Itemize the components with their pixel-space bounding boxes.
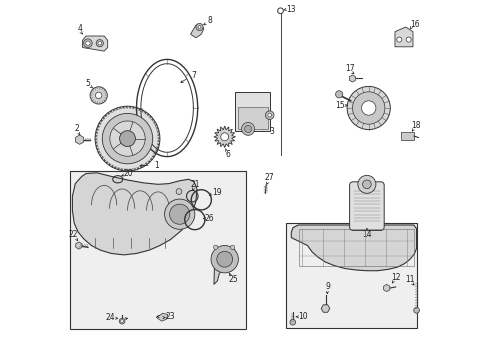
- Circle shape: [119, 318, 125, 324]
- Bar: [400, 132, 413, 140]
- Circle shape: [220, 133, 228, 141]
- Bar: [238, 107, 267, 129]
- Text: 23: 23: [165, 312, 175, 321]
- Text: 5: 5: [85, 79, 90, 88]
- Circle shape: [230, 245, 234, 249]
- Circle shape: [120, 131, 135, 147]
- Circle shape: [110, 121, 145, 156]
- Circle shape: [346, 86, 389, 130]
- Text: 11: 11: [405, 275, 414, 284]
- Circle shape: [265, 111, 273, 120]
- Polygon shape: [82, 36, 107, 51]
- Polygon shape: [394, 27, 412, 47]
- Circle shape: [357, 175, 375, 193]
- Text: 19: 19: [212, 188, 222, 197]
- Bar: [70, 171, 246, 329]
- Polygon shape: [72, 173, 197, 255]
- Polygon shape: [321, 305, 329, 312]
- Circle shape: [176, 189, 182, 194]
- Bar: [235, 92, 269, 131]
- Text: 15: 15: [334, 100, 344, 109]
- Text: 3: 3: [269, 127, 274, 136]
- Circle shape: [352, 92, 384, 124]
- Text: 20: 20: [123, 169, 133, 178]
- Circle shape: [169, 204, 189, 224]
- Text: 24: 24: [105, 313, 115, 323]
- Text: 13: 13: [286, 4, 296, 13]
- Text: 21: 21: [190, 180, 199, 189]
- Text: 25: 25: [228, 275, 238, 284]
- Polygon shape: [156, 313, 167, 321]
- Text: 26: 26: [204, 214, 214, 223]
- Polygon shape: [383, 284, 389, 292]
- Text: 18: 18: [410, 122, 419, 130]
- Text: 2: 2: [74, 124, 79, 133]
- Polygon shape: [76, 242, 82, 249]
- Bar: [298, 229, 413, 266]
- Circle shape: [335, 91, 342, 98]
- Text: 10: 10: [297, 312, 307, 321]
- Circle shape: [121, 320, 123, 323]
- Circle shape: [406, 37, 410, 42]
- Circle shape: [396, 37, 401, 42]
- Text: 17: 17: [344, 64, 354, 73]
- Text: 22: 22: [69, 230, 78, 239]
- Text: 9: 9: [325, 282, 330, 291]
- Circle shape: [198, 26, 201, 28]
- Polygon shape: [213, 126, 235, 148]
- Bar: [285, 223, 416, 328]
- Text: 7: 7: [190, 71, 195, 80]
- Circle shape: [96, 40, 103, 47]
- Polygon shape: [291, 225, 416, 271]
- Circle shape: [95, 92, 102, 99]
- Polygon shape: [348, 75, 355, 82]
- FancyBboxPatch shape: [349, 182, 384, 230]
- Circle shape: [216, 251, 232, 267]
- Text: 27: 27: [264, 174, 274, 182]
- Circle shape: [83, 39, 92, 48]
- Text: 6: 6: [225, 150, 230, 158]
- Circle shape: [102, 113, 152, 164]
- Circle shape: [241, 122, 254, 135]
- Circle shape: [85, 41, 90, 45]
- Circle shape: [95, 106, 160, 171]
- Polygon shape: [213, 248, 236, 284]
- Circle shape: [413, 307, 419, 313]
- Circle shape: [267, 113, 271, 117]
- Circle shape: [90, 87, 107, 104]
- Polygon shape: [76, 135, 83, 144]
- Circle shape: [164, 199, 194, 229]
- Circle shape: [361, 101, 375, 115]
- Circle shape: [213, 245, 218, 249]
- Text: 8: 8: [207, 16, 212, 25]
- Text: 16: 16: [409, 20, 419, 29]
- Polygon shape: [190, 24, 203, 38]
- Circle shape: [196, 23, 203, 31]
- Circle shape: [98, 41, 102, 45]
- Text: 4: 4: [77, 23, 82, 32]
- Circle shape: [362, 180, 370, 189]
- Circle shape: [289, 319, 295, 325]
- Text: 12: 12: [390, 274, 400, 282]
- Circle shape: [211, 246, 238, 273]
- Circle shape: [244, 125, 251, 132]
- Text: 1: 1: [154, 161, 158, 170]
- Text: 14: 14: [361, 230, 371, 239]
